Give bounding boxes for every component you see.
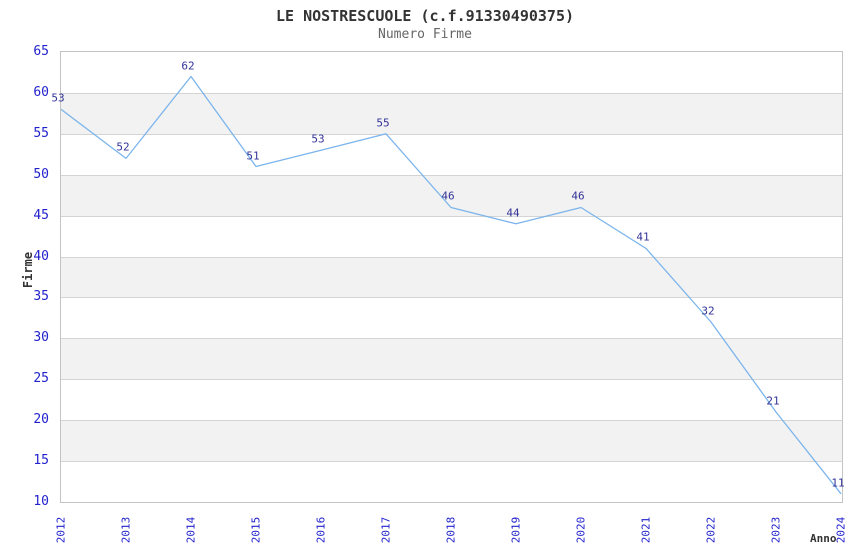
x-axis-title: Anno xyxy=(810,532,837,545)
gridline xyxy=(61,379,842,381)
plot-band xyxy=(61,379,842,421)
gridline xyxy=(61,133,842,135)
plot-band xyxy=(61,297,842,339)
plot-band xyxy=(61,215,842,257)
plot-band xyxy=(61,92,842,134)
y-tick-label: 30 xyxy=(33,330,49,346)
x-tick-label: 2020 xyxy=(574,516,588,544)
x-tick-label: 2012 xyxy=(54,516,68,544)
chart-subtitle: Numero Firme xyxy=(378,27,472,42)
gridline xyxy=(61,338,842,340)
x-tick-label: 2021 xyxy=(639,516,653,544)
plot-band xyxy=(61,420,842,462)
y-tick-label: 10 xyxy=(33,494,49,509)
x-tick-label: 2013 xyxy=(119,516,133,544)
gridline xyxy=(61,420,842,422)
gridline xyxy=(61,297,842,299)
x-tick-label: 2018 xyxy=(444,516,458,544)
plot-band xyxy=(61,133,842,175)
series-line xyxy=(61,75,842,495)
gridline xyxy=(61,174,842,176)
data-label: 46 xyxy=(441,189,455,203)
y-tick-label: 45 xyxy=(33,207,49,223)
y-tick-label: 40 xyxy=(33,248,49,264)
x-tick-label: 2022 xyxy=(704,516,718,544)
gridline xyxy=(61,92,842,94)
y-tick-label: 60 xyxy=(33,84,49,100)
y-tick-label: 25 xyxy=(33,371,49,387)
plot-band xyxy=(61,174,842,216)
data-label: 11 xyxy=(831,476,845,490)
data-label: 32 xyxy=(701,304,715,318)
plot-band xyxy=(61,52,842,93)
y-tick-label: 55 xyxy=(33,125,49,141)
x-tick-label: 2019 xyxy=(509,516,523,544)
gridline xyxy=(61,215,842,217)
x-tick-label: 2016 xyxy=(314,516,328,544)
y-tick-label: 65 xyxy=(33,44,49,59)
data-label: 55 xyxy=(376,116,390,130)
data-label: 53 xyxy=(51,91,65,105)
y-tick-label: 15 xyxy=(33,453,49,469)
x-tick-label: 2015 xyxy=(249,516,263,544)
data-label: 51 xyxy=(246,149,260,163)
y-tick-label: 35 xyxy=(33,289,49,305)
data-label: 41 xyxy=(636,230,650,244)
data-label: 44 xyxy=(506,206,520,220)
x-tick-label: 2023 xyxy=(769,516,783,544)
y-tick-label: 20 xyxy=(33,412,49,428)
plot-band xyxy=(61,256,842,298)
chart-title: LE NOSTRESCUOLE (c.f.91330490375) xyxy=(275,7,574,25)
y-tick-label: 50 xyxy=(33,166,49,182)
data-label: 52 xyxy=(116,140,130,154)
plot-area: Firme Anno 65 60 55 50 45 40 35 30 25 20 15 10 2012 2… xyxy=(21,44,848,545)
data-label: 53 xyxy=(311,132,325,146)
plot-band xyxy=(61,461,842,502)
x-tick-label: 2017 xyxy=(379,516,393,544)
x-tick-label: 2014 xyxy=(184,516,198,544)
data-label: 21 xyxy=(766,394,780,408)
data-label: 62 xyxy=(181,59,195,73)
gridline xyxy=(61,461,842,463)
plot-band xyxy=(61,338,842,380)
gridline xyxy=(61,256,842,258)
data-label: 46 xyxy=(571,189,585,203)
